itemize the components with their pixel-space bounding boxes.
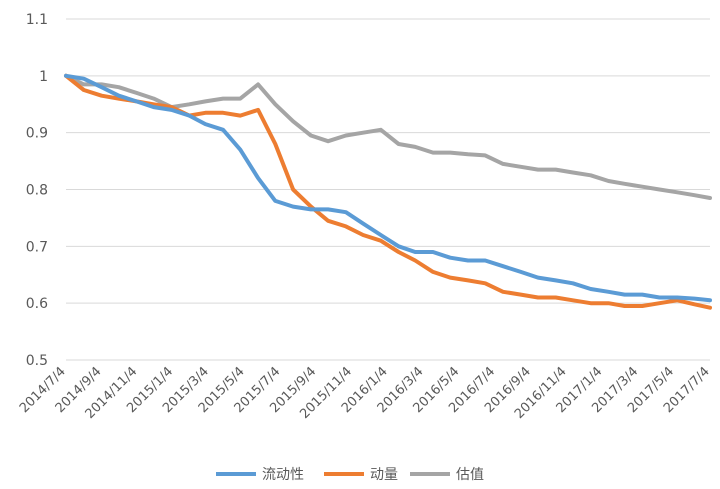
- x-axis: 2014/7/42014/9/42014/11/42015/1/42015/3/…: [17, 364, 713, 422]
- legend-label-0: 流动性: [262, 467, 304, 483]
- series-line-0: [64, 73, 712, 303]
- series-lines: [64, 73, 712, 310]
- gridlines: [66, 18, 710, 361]
- legend-label-2: 估值: [456, 467, 484, 483]
- y-tick-label: 0.7: [26, 239, 48, 255]
- y-axis: 0.5 0.6 0.7 0.8 0.9 1 1.1: [26, 12, 48, 369]
- legend: 流动性 动量 估值: [216, 467, 484, 483]
- y-tick-label: 0.5: [26, 353, 48, 369]
- series-line-2: [64, 73, 712, 200]
- y-tick-label: 1: [39, 69, 48, 85]
- y-tick-label: 0.9: [26, 126, 48, 142]
- y-tick-label: 0.8: [26, 183, 48, 199]
- y-tick-label: 1.1: [26, 12, 48, 28]
- series-line-1: [64, 73, 712, 310]
- y-tick-label: 0.6: [26, 296, 48, 312]
- legend-label-1: 动量: [370, 467, 398, 483]
